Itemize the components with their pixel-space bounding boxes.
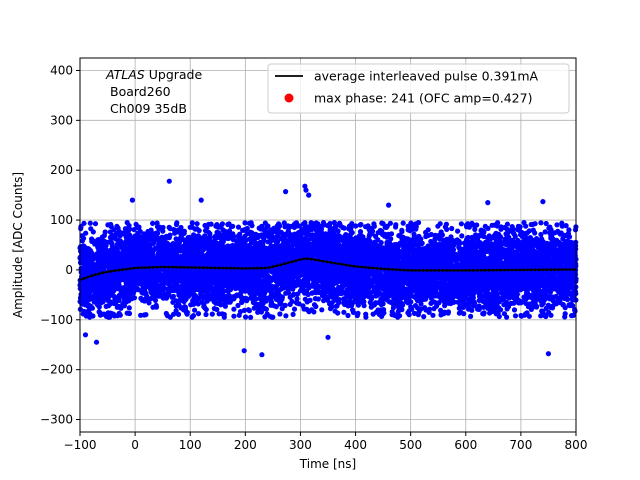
- sample-point: [195, 311, 202, 317]
- sample-point: [327, 306, 334, 312]
- sample-point: [449, 225, 455, 232]
- sample-point: [203, 311, 209, 318]
- sample-point: [235, 224, 242, 230]
- sample-point: [542, 229, 548, 235]
- sample-point: [208, 221, 214, 227]
- sample-point: [532, 221, 538, 227]
- sample-point: [170, 299, 176, 305]
- sample-point: [425, 227, 431, 233]
- sample-point: [538, 231, 544, 238]
- sample-point: [163, 310, 169, 317]
- sample-point: [388, 231, 395, 237]
- sample-point: [370, 311, 376, 317]
- sample-point: [108, 301, 114, 307]
- sample-point: [371, 221, 377, 227]
- sample-point: [154, 220, 160, 226]
- sample-point: [341, 309, 347, 315]
- sample-point: [241, 307, 247, 313]
- sample-point: [400, 220, 406, 226]
- sample-point: [431, 306, 437, 312]
- sample-point: [189, 220, 195, 226]
- sample-point: [411, 310, 418, 316]
- sample-point: [511, 307, 518, 313]
- sample-point: [226, 221, 232, 227]
- sample-point: [458, 221, 464, 227]
- sample-point: [231, 313, 237, 319]
- sample-point: [455, 228, 461, 234]
- sample-point: [190, 313, 197, 319]
- sample-point: [209, 311, 215, 317]
- sample-point: [526, 313, 532, 319]
- sample-point: [276, 221, 282, 227]
- sample-point: [468, 313, 474, 319]
- sample-point: [248, 314, 254, 320]
- sample-point: [469, 307, 475, 313]
- sample-point: [92, 221, 99, 227]
- sample-point: [242, 220, 248, 226]
- sample-point: [126, 305, 132, 311]
- sample-point: [319, 307, 325, 313]
- sample-point: [512, 313, 519, 319]
- sample-point: [87, 220, 93, 226]
- sample-point: [421, 314, 427, 320]
- sample-point: [138, 312, 144, 318]
- sample-point: [341, 225, 347, 231]
- sample-point: [167, 314, 173, 320]
- sample-point: [194, 221, 200, 227]
- sample-point: [231, 306, 237, 312]
- sample-point: [120, 301, 126, 307]
- sample-point: [150, 304, 156, 310]
- sample-point: [530, 227, 536, 233]
- sample-point: [528, 221, 534, 228]
- sample-point: [333, 303, 339, 309]
